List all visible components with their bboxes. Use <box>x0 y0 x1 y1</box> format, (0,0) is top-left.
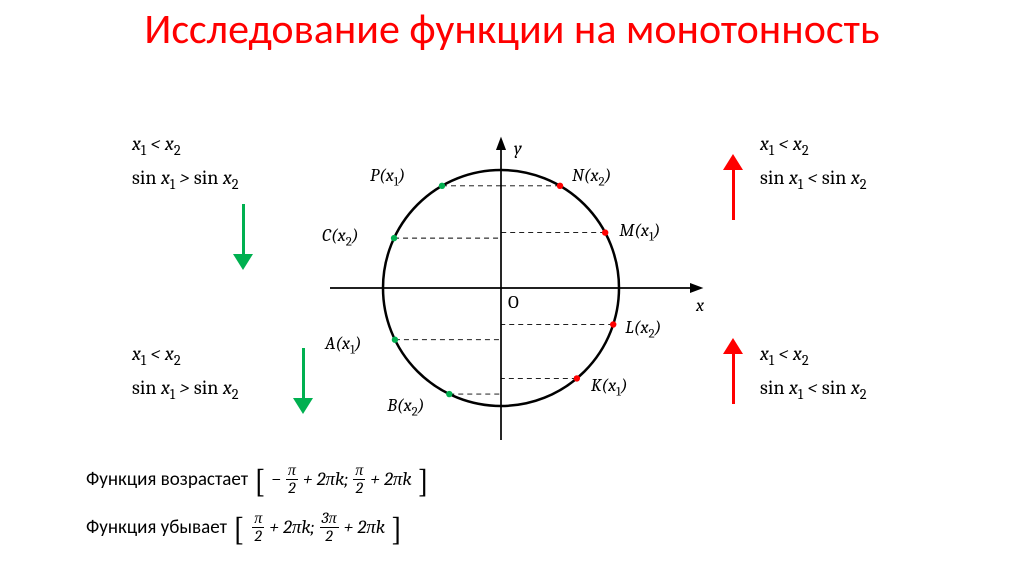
block-top-left: x1 < x2 sin x1 > sin x2 <box>132 128 239 196</box>
ineq-sin: sin x1 > sin x2 <box>132 162 239 196</box>
interval-increases-label: Функция возрастает <box>86 468 248 491</box>
point-label-P: P(x1) <box>370 165 405 190</box>
point-label-B: B(x2) <box>387 395 424 420</box>
ineq-x: x1 < x2 <box>760 128 867 162</box>
point-label-A: A(x1) <box>325 333 362 358</box>
block-bottom-left: x1 < x2 sin x1 > sin x2 <box>132 338 239 406</box>
ineq-sin: sin x1 < sin x2 <box>760 162 867 196</box>
interval-decreases-label: Функция убывает <box>86 516 227 539</box>
y-axis-label: y <box>514 138 522 159</box>
ineq-x: x1 < x2 <box>760 338 867 372</box>
point-label-M: M(x1) <box>619 220 660 245</box>
ineq-sin: sin x1 < sin x2 <box>760 372 867 406</box>
point-label-N: N(x2) <box>572 165 611 190</box>
point-label-C: C(x2) <box>322 225 358 250</box>
origin-label: O <box>508 292 519 313</box>
block-top-right: x1 < x2 sin x1 < sin x2 <box>760 128 867 196</box>
point-label-K: K(x1) <box>591 375 628 400</box>
arrow-down-icon <box>240 196 245 268</box>
interval-increases: Функция возрастает [ − π2 + 2πk; π2 + 2π… <box>86 462 429 497</box>
arrow-down-icon <box>300 340 305 412</box>
arrow-up-icon <box>730 340 735 412</box>
ineq-x: x1 < x2 <box>132 128 239 162</box>
x-axis-label: x <box>696 295 704 316</box>
arrow-up-icon <box>730 156 735 228</box>
ineq-x: x1 < x2 <box>132 338 239 372</box>
block-bottom-right: x1 < x2 sin x1 < sin x2 <box>760 338 867 406</box>
interval-decreases: Функция убывает [ π2 + 2πk; 3π2 + 2πk ] <box>86 510 402 545</box>
point-label-L: L(x2) <box>625 317 661 342</box>
ineq-sin: sin x1 > sin x2 <box>132 372 239 406</box>
